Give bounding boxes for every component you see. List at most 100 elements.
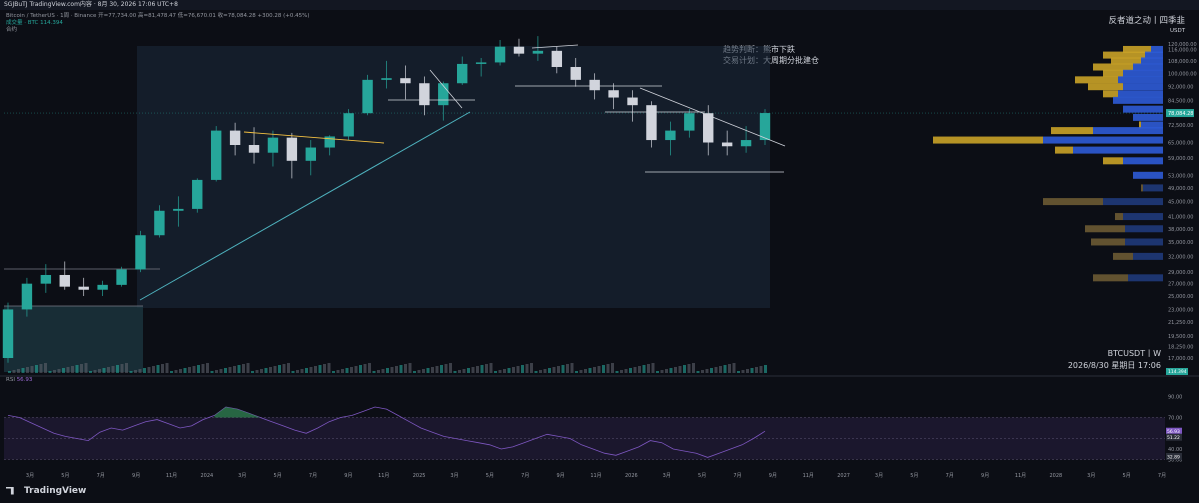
candle-body	[589, 79, 600, 91]
volume-profile-down-bar	[1133, 252, 1163, 260]
candle-body	[305, 147, 317, 161]
volume-bar	[687, 364, 691, 373]
volume-profile-down-bar	[1123, 83, 1163, 91]
price-tick-label: 78,084.28	[1168, 111, 1193, 117]
volume-bar	[597, 366, 601, 373]
time-tick-label: 2024	[201, 473, 214, 479]
volume-bar	[593, 367, 596, 373]
volume-bar	[44, 363, 47, 373]
volume-bar	[35, 365, 38, 373]
volume-bar	[440, 365, 443, 373]
rsi-current-badge	[1166, 452, 1182, 460]
price-tick-label: 116,000.00	[1168, 47, 1197, 53]
candle-body	[78, 286, 89, 290]
volume-bar	[188, 367, 191, 373]
volume-bar	[534, 371, 538, 373]
time-tick-label: 11月	[590, 473, 601, 479]
volume-profile-down-bar	[1123, 157, 1163, 165]
volume-bar	[660, 370, 664, 373]
volume-bar	[633, 367, 637, 373]
volume-profile-down-bar	[1143, 184, 1163, 192]
volume-bar	[422, 369, 425, 373]
candle-body	[229, 130, 241, 146]
volume-bar	[728, 364, 731, 373]
rsi-overbought-fill	[214, 407, 261, 418]
volume-bar	[755, 367, 758, 373]
candle-body	[608, 90, 619, 98]
volume-bar	[656, 371, 659, 373]
volume-bar	[579, 370, 583, 373]
volume-profile-down-bar	[1128, 274, 1163, 282]
volume-bar	[84, 363, 88, 373]
volume-bar	[431, 367, 434, 373]
resistance-trendline	[639, 87, 786, 147]
volume-bar	[467, 368, 470, 373]
volume-bar	[669, 368, 673, 373]
candle-body	[551, 50, 563, 67]
candle-body	[646, 105, 657, 141]
volume-bar	[381, 369, 385, 373]
rsi-current-label: 56.93	[1167, 429, 1180, 435]
volume-bar	[309, 367, 313, 373]
volume-bar	[548, 368, 551, 373]
time-tick-label: 2025	[413, 473, 426, 479]
volume-profile-down-bar	[1125, 225, 1163, 233]
volume-bar	[138, 369, 142, 373]
volume-bar	[53, 370, 56, 373]
volume-bar	[390, 367, 394, 373]
volume-bar	[179, 369, 182, 373]
volume-profile-down-bar	[1118, 90, 1163, 98]
volume-profile-up-bar	[1075, 76, 1118, 84]
volume-bar	[62, 368, 65, 373]
time-tick-label: 11月	[378, 473, 389, 479]
rsi-current-badge	[1166, 427, 1182, 435]
candle-body	[721, 142, 733, 147]
candle-body	[456, 63, 468, 84]
volume-bar	[399, 365, 403, 373]
volume-bar	[71, 366, 74, 373]
volume-bar	[575, 371, 578, 373]
volume-bar	[323, 364, 326, 373]
volume-profile-down-bar	[1123, 69, 1163, 77]
volume-profile-down-bar	[1141, 121, 1163, 129]
volume-bar	[665, 369, 668, 373]
volume-profile-down-bar	[1103, 198, 1163, 206]
candle-body	[21, 283, 33, 310]
volume-profile-down-bar	[1113, 96, 1163, 104]
candle-body	[570, 66, 581, 80]
volume-profile-up-bar	[1085, 225, 1125, 233]
time-tick-label: 5月	[1123, 473, 1131, 479]
volume-bar	[539, 370, 542, 373]
time-tick-label: 5月	[486, 473, 494, 479]
volume-bar	[458, 370, 461, 373]
volume-profile-up-bar	[1091, 238, 1125, 246]
volume-bar	[624, 369, 628, 373]
volume-bar	[332, 371, 335, 373]
volume-bar	[161, 364, 164, 373]
volume-bar	[404, 364, 407, 373]
volume-bar	[584, 369, 587, 373]
time-tick-label: 2026	[625, 473, 638, 479]
price-tick-label: 100,000.00	[1168, 71, 1197, 77]
candle-body	[665, 130, 676, 141]
rsi-current-label: 51.22	[1167, 435, 1180, 441]
volume-bar	[525, 364, 529, 373]
volume-bar	[692, 363, 695, 373]
volume-profile-up-bar	[1043, 198, 1103, 206]
candle-body	[324, 136, 335, 148]
annotation-line-2: 交易计划：大周期分批建仓	[723, 56, 819, 65]
volume-bar	[206, 363, 209, 373]
volume-bar	[503, 369, 506, 373]
volume-bar	[98, 369, 101, 373]
volume-bar	[30, 366, 34, 373]
price-tick-label: 21,250.00	[1168, 320, 1193, 326]
price-tick-label: 19,500.00	[1168, 334, 1193, 340]
price-tick-label: 92,000.00	[1168, 85, 1193, 91]
volume-bar	[156, 365, 160, 373]
candle-body	[759, 113, 771, 141]
candle-body	[248, 145, 260, 153]
volume-profile-down-bar	[1073, 146, 1163, 154]
volume-bar	[219, 369, 223, 373]
price-tick-label: 65,000.00	[1168, 141, 1193, 147]
